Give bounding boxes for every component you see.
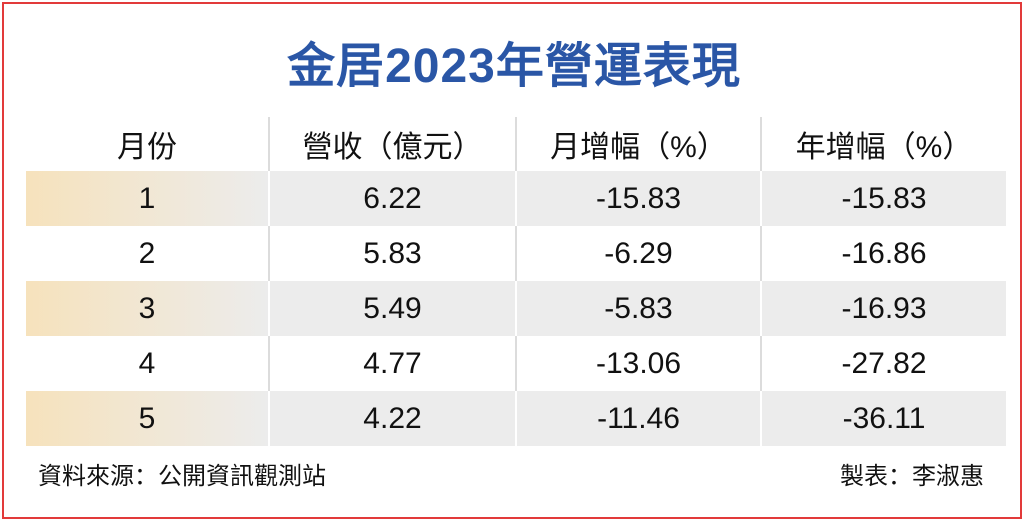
table-row: 3 5.49 -5.83 -16.93 [26, 281, 1006, 336]
table-cell: 5.83 [268, 226, 516, 281]
source-note: 資料來源：公開資訊觀測站 [38, 463, 326, 490]
table-cell: 1 [26, 171, 269, 226]
table-cell: -27.82 [760, 336, 1006, 391]
table-row: 4 4.77 -13.06 -27.82 [26, 336, 1006, 391]
table-cell: -13.06 [515, 336, 761, 391]
table-cell: 2 [138, 236, 156, 270]
header-row: 月份 營收（億元） 月增幅（%） 年增幅（%） [26, 117, 1006, 171]
table-cell: 3 [26, 281, 269, 336]
column-header: 年增幅（%） [760, 117, 1006, 171]
table-cell: 4.22 [268, 391, 516, 446]
table-cell: 4 [138, 346, 156, 380]
table-cell: 6.22 [268, 171, 516, 226]
table-cell: -11.46 [515, 391, 761, 446]
column-header: 月增幅（%） [515, 117, 761, 171]
table-cell: 4.77 [268, 336, 516, 391]
author-note: 製表：李淑惠 [840, 463, 984, 490]
table-row: 2 5.83 -6.29 -16.86 [26, 226, 1006, 281]
table-cell: 5 [26, 391, 269, 446]
table-cell: 5.49 [268, 281, 516, 336]
table-row: 5 4.22 -11.46 -36.11 [26, 391, 1006, 446]
table: 月份 營收（億元） 月增幅（%） 年增幅（%） 1 6.22 -15.83 -15.83 2 5… [26, 117, 1006, 446]
table-cell: -5.83 [515, 281, 761, 336]
title: 金居2023年營運表現 [287, 40, 741, 93]
table-cell: -15.83 [515, 171, 761, 226]
column-header: 月份 [117, 131, 177, 164]
table-cell: -15.83 [760, 171, 1006, 226]
column-header: 營收（億元） [268, 117, 516, 171]
table-body: 1 6.22 -15.83 -15.83 2 5.83 -6.29 -16.86 3 5.49 -5… [26, 171, 1006, 446]
table-cell: -16.86 [760, 226, 1006, 281]
table-row: 1 6.22 -15.83 -15.83 [26, 171, 1006, 226]
table-cell: -16.93 [760, 281, 1006, 336]
table-cell: -36.11 [760, 391, 1006, 446]
table-cell: -6.29 [515, 226, 761, 281]
